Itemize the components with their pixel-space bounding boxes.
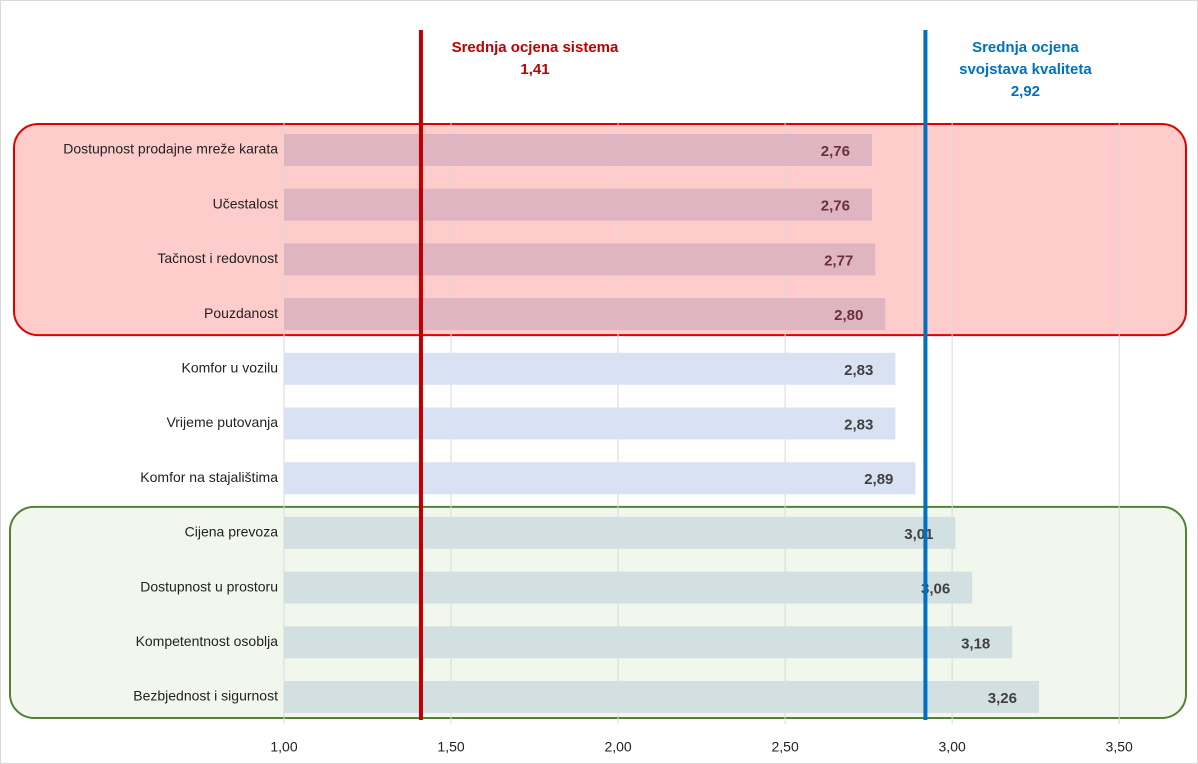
reference-label: Srednja ocjena: [972, 39, 1079, 56]
y-tick-label: Tačnost i redovnost: [157, 250, 278, 266]
x-tick-label: 1,00: [270, 739, 297, 755]
y-tick-label: Dostupnost prodajne mreže karata: [63, 141, 278, 157]
x-tick-label: 2,00: [604, 739, 631, 755]
group-box: [13, 123, 1187, 337]
bar: [284, 188, 872, 221]
group-box: [9, 505, 1187, 719]
bar: [284, 298, 886, 331]
value-label: 2,80: [834, 307, 863, 324]
reference-label: svojstava kvaliteta: [959, 61, 1092, 78]
value-label: 2,83: [844, 362, 873, 379]
bar: [284, 462, 916, 495]
bar: [284, 626, 1013, 659]
value-label: 2,77: [824, 252, 853, 269]
y-tick-label: Komfor u vozilu: [182, 360, 278, 376]
value-label: 3,18: [961, 635, 990, 652]
value-label: 2,83: [844, 416, 873, 433]
bar: [284, 681, 1040, 713]
bar: [284, 134, 872, 166]
x-tick-label: 2,50: [771, 739, 798, 755]
value-label: 3,01: [904, 526, 933, 543]
y-tick-label: Komfor na stajalištima: [140, 469, 278, 485]
bar: [284, 407, 896, 440]
y-tick-label: Učestalost: [213, 195, 278, 211]
y-tick-label: Pouzdanost: [204, 305, 278, 321]
bar: [284, 571, 973, 604]
x-tick-label: 3,50: [1106, 739, 1133, 755]
value-label: 3,06: [921, 581, 950, 598]
reference-label: Srednja ocjena sistema: [452, 39, 619, 56]
value-label: 2,76: [821, 143, 850, 160]
value-label: 2,76: [821, 198, 850, 215]
y-tick-label: Vrijeme putovanja: [166, 414, 278, 430]
y-tick-label: Kompetentnost osoblja: [136, 633, 279, 649]
bar: [284, 516, 956, 549]
value-label: 2,89: [864, 471, 893, 488]
reference-value: 1,41: [520, 61, 549, 78]
bar: [284, 352, 896, 385]
value-label: 3,26: [988, 690, 1017, 707]
reference-value: 2,92: [1011, 83, 1040, 100]
y-tick-label: Bezbjednost i sigurnost: [133, 688, 278, 704]
x-tick-label: 3,00: [939, 739, 966, 755]
bar: [284, 243, 876, 276]
y-tick-label: Cijena prevoza: [185, 524, 279, 540]
y-tick-label: Dostupnost u prostoru: [140, 578, 278, 594]
x-tick-label: 1,50: [437, 739, 464, 755]
